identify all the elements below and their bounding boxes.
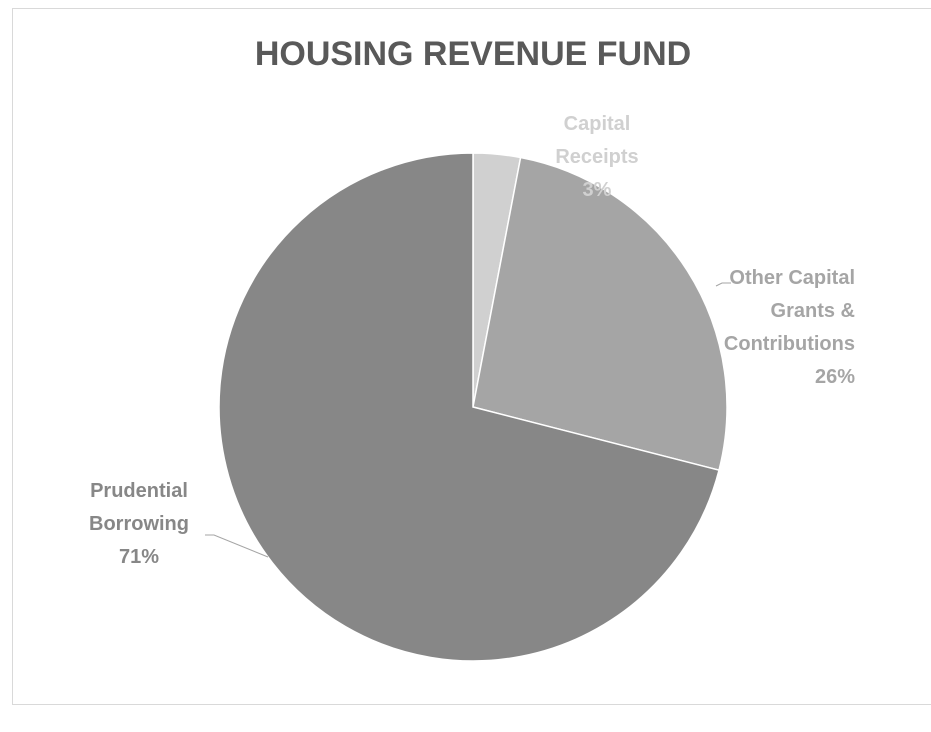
data-label: Prudential Borrowing 71% <box>74 475 204 574</box>
label-category: Prudential Borrowing <box>89 480 189 535</box>
label-category: Other Capital Grants & Contributions <box>723 267 855 355</box>
pie-slice <box>218 152 720 662</box>
leader-line <box>205 534 269 558</box>
data-label: Capital Receipts 3% <box>537 108 657 207</box>
pie-slice <box>472 156 728 472</box>
leader-line <box>715 282 731 287</box>
chart-frame <box>12 8 931 705</box>
chart-title: HOUSING REVENUE FUND <box>255 35 691 73</box>
label-value: 3% <box>582 179 612 201</box>
data-label: Other Capital Grants & Contributions 26% <box>705 262 855 394</box>
label-category: Capital Receipts <box>555 113 639 168</box>
label-value: 71% <box>118 546 160 568</box>
pie <box>218 152 728 662</box>
label-value: 26% <box>814 366 855 388</box>
